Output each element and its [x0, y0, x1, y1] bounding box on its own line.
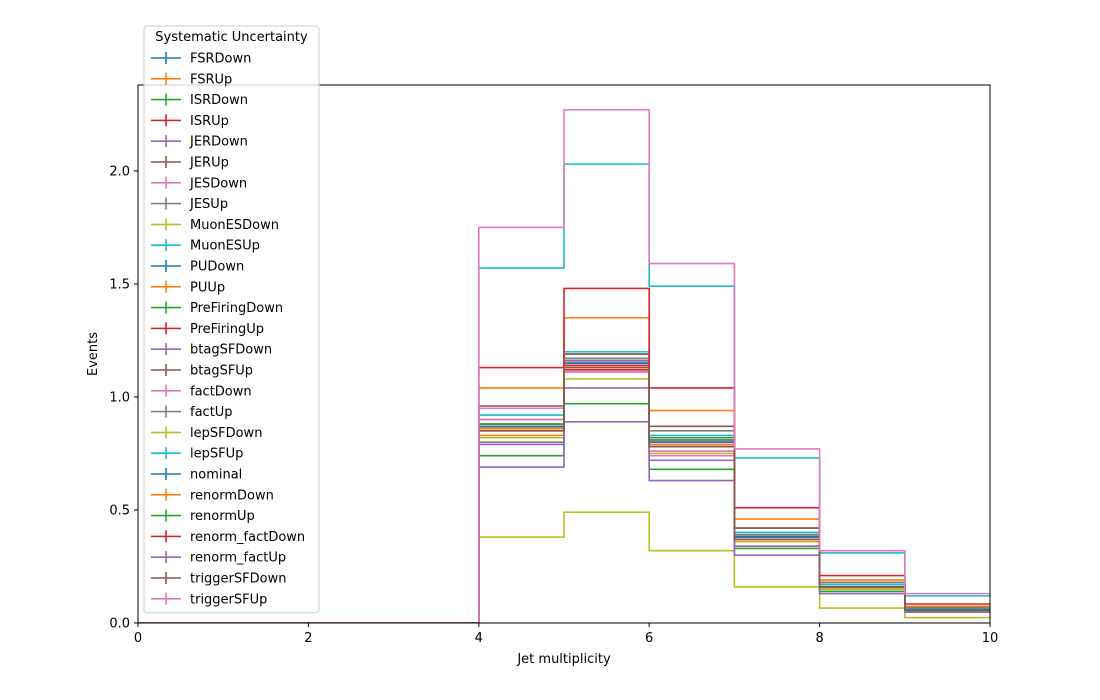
x-tick-label: 2 — [304, 631, 312, 646]
legend-label: FSRUp — [190, 72, 232, 87]
legend-entry: FSRUp — [151, 72, 232, 87]
legend-label: factUp — [190, 405, 233, 420]
legend-entry: nominal — [151, 468, 242, 483]
legend-entry: renorm_factDown — [151, 530, 305, 545]
axes-frame — [137, 84, 991, 624]
series-line-MuonESDown — [138, 511, 990, 623]
legend-entry: triggerSFDown — [151, 572, 286, 587]
y-axis-label: Events — [86, 332, 101, 376]
legend-entry: PUDown — [151, 260, 244, 275]
legend-label: PUUp — [190, 280, 225, 295]
legend-label: btagSFDown — [190, 343, 272, 358]
legend-label: PreFiringDown — [190, 301, 283, 316]
legend-entry: MuonESDown — [151, 218, 279, 233]
series-line-triggerSFDown — [138, 366, 990, 623]
y-tick-label: 1.5 — [109, 277, 130, 292]
legend-label: renormUp — [190, 509, 255, 524]
x-tick-label: 6 — [645, 631, 653, 646]
legend-entry: lepSFDown — [151, 426, 262, 441]
legend-label: JERDown — [189, 135, 248, 150]
legend-entry: ISRUp — [151, 114, 229, 129]
legend-label: renorm_factDown — [190, 530, 305, 545]
legend-label: factDown — [190, 384, 252, 399]
legend-entry: lepSFUp — [151, 447, 243, 462]
legend-label: nominal — [190, 468, 242, 483]
y-tick-label: 0.5 — [109, 503, 130, 518]
legend-label: JESDown — [189, 176, 247, 191]
legend-label: lepSFDown — [190, 426, 262, 441]
legend-label: FSRDown — [190, 52, 251, 67]
legend-label: renorm_factUp — [190, 551, 286, 566]
legend-label: btagSFUp — [190, 364, 253, 379]
legend-entry: PreFiringDown — [151, 301, 283, 316]
legend-label: MuonESUp — [190, 239, 260, 254]
legend-entry: JESUp — [151, 197, 228, 212]
legend-entry: triggerSFUp — [151, 592, 267, 607]
y-tick-label: 0.0 — [109, 617, 130, 632]
legend-label: JERUp — [189, 156, 229, 171]
y-tick-label: 2.0 — [109, 164, 130, 179]
legend-label: ISRDown — [190, 93, 248, 108]
legend-entry: renormDown — [151, 488, 274, 503]
legend-box — [143, 25, 320, 614]
axes: 0 2 4 6 8 10 0.0 0.5 1.0 1.5 2.0 Jet multiplicity Ev… — [86, 84, 999, 667]
legend-entry: btagSFUp — [151, 364, 253, 379]
legend-entry: renorm_factUp — [151, 551, 286, 566]
x-tick-label: 4 — [475, 631, 483, 646]
y-tick-label: 1.0 — [109, 390, 130, 405]
series-line-renorm_factDown — [138, 287, 990, 623]
legend-label: PUDown — [190, 260, 244, 275]
x-tick-label: 10 — [982, 631, 999, 646]
legend-label: PreFiringUp — [190, 322, 264, 337]
x-axis-label: Jet multiplicity — [516, 652, 611, 667]
legend-label: triggerSFUp — [190, 592, 267, 607]
legend-entry: factUp — [151, 405, 233, 420]
legend-entry: btagSFDown — [151, 343, 272, 358]
legend-title: Systematic Uncertainty — [155, 30, 308, 45]
legend-entry: JESDown — [151, 176, 247, 191]
legend-entry: MuonESUp — [151, 239, 260, 254]
legend-label: JESUp — [189, 197, 228, 212]
legend-entry: ISRDown — [151, 93, 248, 108]
series-group — [138, 109, 990, 623]
legend-entry: FSRDown — [151, 52, 251, 67]
legend-label: MuonESDown — [190, 218, 279, 233]
legend-label: renormDown — [190, 488, 274, 503]
series-line-triggerSFUp — [138, 109, 990, 623]
legend-entry: renormUp — [151, 509, 255, 524]
x-tick-label: 8 — [815, 631, 823, 646]
x-tick-label: 0 — [134, 631, 142, 646]
legend-entry: JERDown — [151, 135, 248, 150]
legend-entry: PUUp — [151, 280, 225, 295]
legend-entry: JERUp — [151, 156, 229, 171]
legend-label: lepSFUp — [190, 447, 243, 462]
legend-label: triggerSFDown — [190, 572, 286, 587]
plot-area — [138, 109, 990, 623]
legend: Systematic Uncertainty FSRDown FSRUp ISRDow… — [143, 25, 320, 614]
legend-entry: factDown — [151, 384, 252, 399]
legend-entry: PreFiringUp — [151, 322, 264, 337]
legend-label: ISRUp — [190, 114, 229, 129]
